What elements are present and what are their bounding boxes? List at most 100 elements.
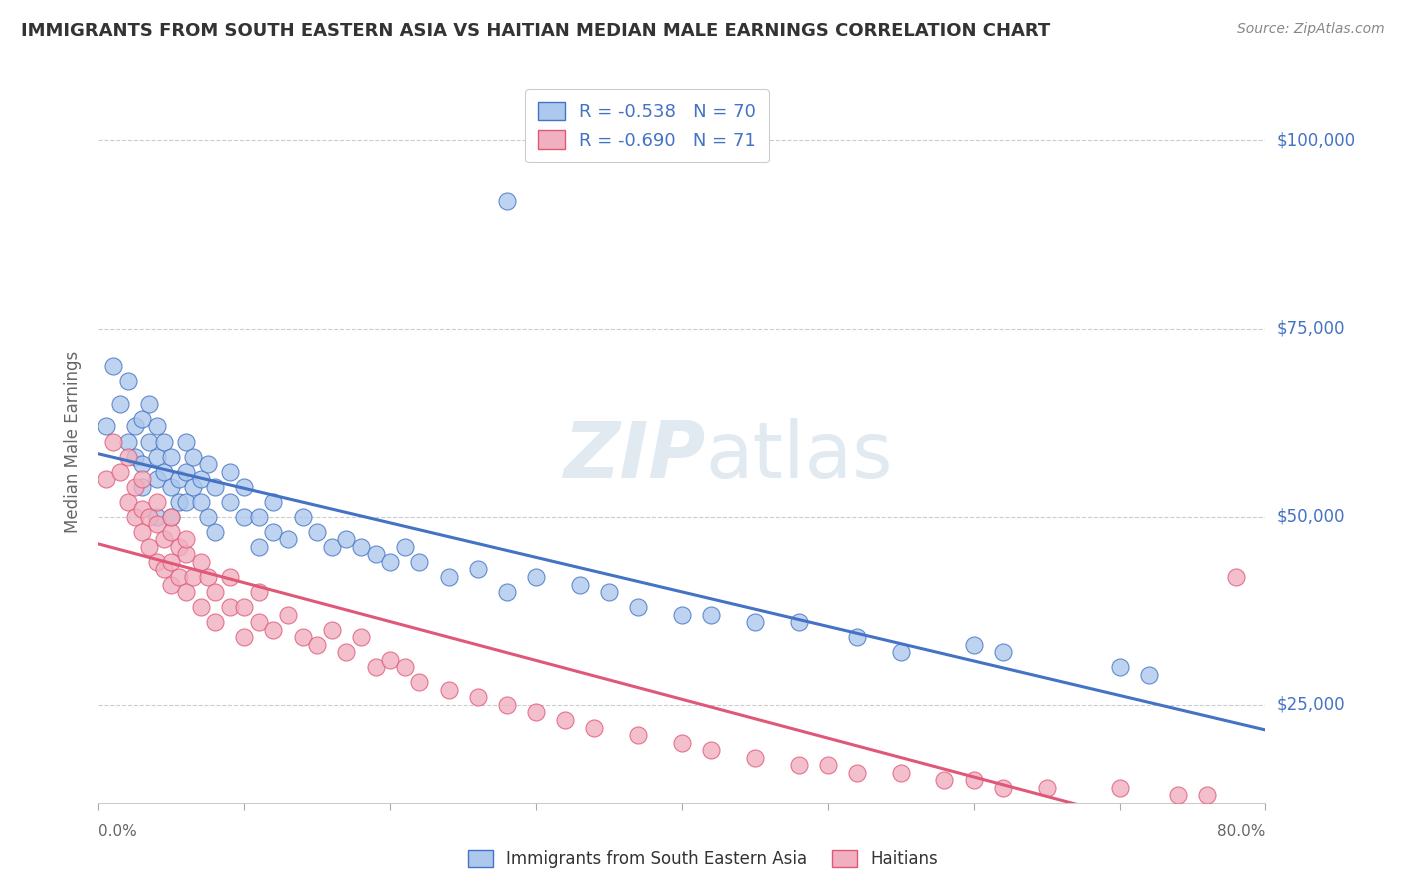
Text: Source: ZipAtlas.com: Source: ZipAtlas.com — [1237, 22, 1385, 37]
Point — [350, 540, 373, 554]
Point — [335, 645, 357, 659]
Point — [671, 735, 693, 749]
Point — [598, 585, 620, 599]
Point — [437, 682, 460, 697]
Point — [335, 533, 357, 547]
Point — [307, 524, 329, 539]
Point — [167, 540, 190, 554]
Point — [380, 555, 402, 569]
Point — [160, 509, 183, 524]
Point — [890, 645, 912, 659]
Point — [117, 450, 139, 464]
Point — [1108, 660, 1130, 674]
Point — [962, 638, 984, 652]
Point — [160, 577, 183, 591]
Point — [124, 509, 146, 524]
Point — [131, 472, 153, 486]
Point — [153, 562, 176, 576]
Text: IMMIGRANTS FROM SOUTH EASTERN ASIA VS HAITIAN MEDIAN MALE EARNINGS CORRELATION C: IMMIGRANTS FROM SOUTH EASTERN ASIA VS HA… — [21, 22, 1050, 40]
Point — [846, 765, 869, 780]
Point — [817, 758, 839, 772]
Point — [117, 434, 139, 449]
Point — [218, 494, 240, 508]
Point — [233, 600, 256, 615]
Point — [138, 397, 160, 411]
Point — [700, 743, 723, 757]
Point — [181, 480, 204, 494]
Point — [524, 570, 547, 584]
Point — [218, 600, 240, 615]
Point — [991, 780, 1014, 795]
Y-axis label: Median Male Earnings: Median Male Earnings — [65, 351, 83, 533]
Point — [153, 465, 176, 479]
Point — [94, 419, 117, 434]
Point — [204, 585, 226, 599]
Point — [380, 653, 402, 667]
Point — [101, 359, 124, 374]
Point — [204, 480, 226, 494]
Point — [1167, 789, 1189, 803]
Point — [408, 675, 430, 690]
Point — [233, 480, 256, 494]
Point — [167, 570, 190, 584]
Point — [190, 494, 212, 508]
Point — [671, 607, 693, 622]
Point — [307, 638, 329, 652]
Point — [247, 509, 270, 524]
Point — [110, 465, 132, 479]
Text: $25,000: $25,000 — [1277, 696, 1346, 714]
Point — [1035, 780, 1057, 795]
Point — [138, 540, 160, 554]
Text: $50,000: $50,000 — [1277, 508, 1346, 525]
Point — [787, 758, 810, 772]
Point — [153, 533, 176, 547]
Point — [554, 713, 576, 727]
Point — [291, 509, 314, 524]
Point — [117, 374, 139, 388]
Point — [160, 480, 183, 494]
Point — [934, 773, 956, 788]
Point — [146, 419, 169, 434]
Point — [233, 630, 256, 644]
Point — [174, 434, 197, 449]
Text: atlas: atlas — [706, 418, 893, 494]
Point — [167, 494, 190, 508]
Point — [181, 570, 204, 584]
Point — [146, 472, 169, 486]
Point — [190, 555, 212, 569]
Point — [321, 623, 343, 637]
Point — [138, 434, 160, 449]
Point — [94, 472, 117, 486]
Point — [890, 765, 912, 780]
Point — [787, 615, 810, 630]
Point — [700, 607, 723, 622]
Point — [364, 548, 387, 562]
Point — [262, 623, 284, 637]
Point — [131, 524, 153, 539]
Point — [1225, 570, 1247, 584]
Point — [1195, 789, 1218, 803]
Point — [131, 457, 153, 471]
Legend: Immigrants from South Eastern Asia, Haitians: Immigrants from South Eastern Asia, Hait… — [461, 843, 945, 875]
Point — [321, 540, 343, 554]
Point — [467, 562, 489, 576]
Point — [197, 570, 219, 584]
Point — [350, 630, 373, 644]
Point — [124, 480, 146, 494]
Point — [467, 690, 489, 705]
Point — [190, 472, 212, 486]
Point — [524, 706, 547, 720]
Point — [247, 585, 270, 599]
Point — [197, 509, 219, 524]
Point — [568, 577, 591, 591]
Point — [496, 585, 519, 599]
Point — [160, 524, 183, 539]
Point — [744, 750, 766, 764]
Point — [218, 465, 240, 479]
Point — [181, 450, 204, 464]
Point — [627, 600, 650, 615]
Point — [146, 509, 169, 524]
Point — [146, 450, 169, 464]
Text: $100,000: $100,000 — [1277, 131, 1355, 150]
Point — [101, 434, 124, 449]
